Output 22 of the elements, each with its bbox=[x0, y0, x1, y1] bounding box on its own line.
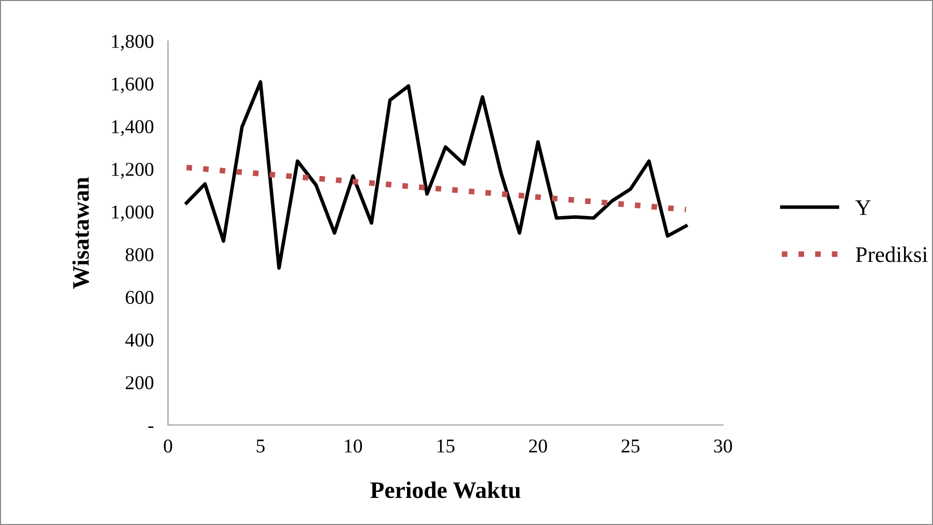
x-tick-label: 5 bbox=[256, 440, 265, 453]
y-tick-label: 1,200 bbox=[112, 162, 154, 179]
x-tick-label: 15 bbox=[437, 440, 454, 453]
x-tick-label: 20 bbox=[529, 439, 547, 453]
y-tick-label: 1,400 bbox=[112, 120, 154, 136]
y-tick-label: 1,800 bbox=[112, 34, 154, 51]
line-series bbox=[184, 80, 688, 270]
legend-label: Prediksi bbox=[856, 246, 928, 262]
y-tick-label: - bbox=[148, 426, 154, 428]
x-tick-label: 25 bbox=[622, 440, 640, 453]
x-tick-label: 10 bbox=[344, 439, 362, 453]
y-axis-title: Wisatawan bbox=[72, 177, 90, 289]
y-tick-label: 200 bbox=[126, 376, 154, 390]
legend-label: Y bbox=[855, 200, 871, 215]
x-tick-label: 30 bbox=[714, 439, 732, 453]
y-tick-label: 1,600 bbox=[112, 77, 154, 94]
x-tick-label: 0 bbox=[164, 439, 172, 453]
y-tick-label: 1,000 bbox=[112, 205, 154, 222]
y-tick-label: 400 bbox=[125, 333, 154, 347]
x-axis-title: Periode Waktu bbox=[370, 482, 520, 498]
y-tick-label: 800 bbox=[126, 248, 154, 262]
y-tick-label: 600 bbox=[126, 290, 154, 304]
